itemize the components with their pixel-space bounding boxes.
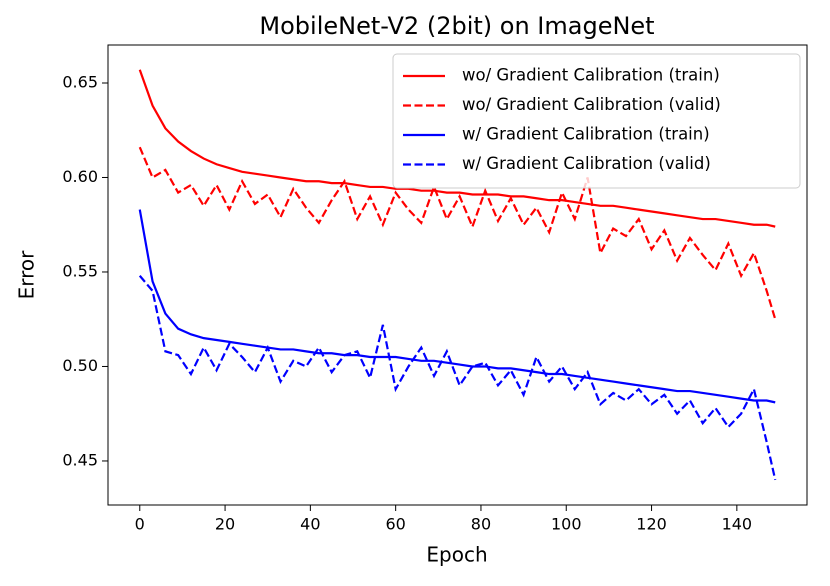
y-axis-label: Error xyxy=(15,250,39,300)
x-axis-label: Epoch xyxy=(426,543,487,567)
legend: wo/ Gradient Calibration (train) wo/ Grad… xyxy=(392,53,801,189)
series-line xyxy=(138,69,776,228)
legend-label: wo/ Gradient Calibration (train) xyxy=(462,66,720,85)
x-tick-label: 120 xyxy=(636,515,667,534)
legend-label: wo/ Gradient Calibration (valid) xyxy=(462,95,721,114)
series-line xyxy=(138,209,776,404)
chart-title: MobileNet-V2 (2bit) on ImageNet xyxy=(259,12,654,40)
legend-label: w/ Gradient Calibration (valid) xyxy=(462,154,711,173)
series-line xyxy=(138,275,777,481)
x-tick-label: 80 xyxy=(471,515,491,534)
y-tick-label: 0.45 xyxy=(62,450,98,469)
y-tick-label: 0.55 xyxy=(62,261,98,280)
plot-frame xyxy=(107,44,808,506)
x-tick-label: 40 xyxy=(300,515,320,534)
series-line xyxy=(138,146,777,320)
x-tick-label: 0 xyxy=(135,515,145,534)
y-tick-label: 0.60 xyxy=(62,167,98,186)
x-tick-label: 20 xyxy=(215,515,235,534)
x-tick-label: 60 xyxy=(385,515,405,534)
y-tick-label: 0.50 xyxy=(62,356,98,375)
y-tick-label: 0.65 xyxy=(62,72,98,91)
legend-label: w/ Gradient Calibration (train) xyxy=(462,125,710,144)
x-tick-label: 140 xyxy=(722,515,753,534)
legend-box xyxy=(392,53,801,189)
x-tick-label: 100 xyxy=(551,515,582,534)
